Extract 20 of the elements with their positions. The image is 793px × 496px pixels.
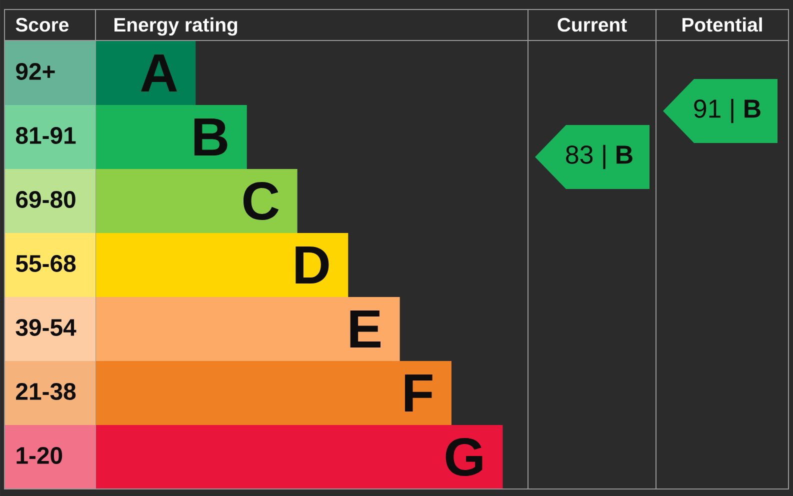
y-tick-label: 39-54 bbox=[16, 319, 76, 336]
category-label: Current bbox=[558, 18, 627, 32]
data-label: 91 | B bbox=[694, 98, 760, 124]
y-tick-label: 55-68 bbox=[16, 255, 76, 272]
data-label: 83 | B bbox=[566, 144, 632, 170]
y-tick-label: 69-80 bbox=[16, 191, 76, 208]
annotation: B bbox=[194, 118, 228, 156]
annotation: F bbox=[404, 374, 432, 412]
y-tick-label: 81-91 bbox=[16, 127, 76, 144]
x-axis-title: Energy rating bbox=[114, 17, 238, 36]
annotation: D bbox=[296, 246, 329, 284]
annotation: G bbox=[446, 438, 482, 476]
annotation: C bbox=[243, 182, 279, 220]
annotation: E bbox=[350, 310, 381, 348]
y-tick-label: 92+ bbox=[16, 63, 55, 80]
annotation: A bbox=[140, 54, 178, 92]
y-tick-label: 21-38 bbox=[16, 383, 76, 400]
category-label: Potential bbox=[682, 17, 762, 32]
y-tick-label: 1-20 bbox=[16, 447, 62, 464]
y-axis-title: Score bbox=[16, 18, 69, 32]
